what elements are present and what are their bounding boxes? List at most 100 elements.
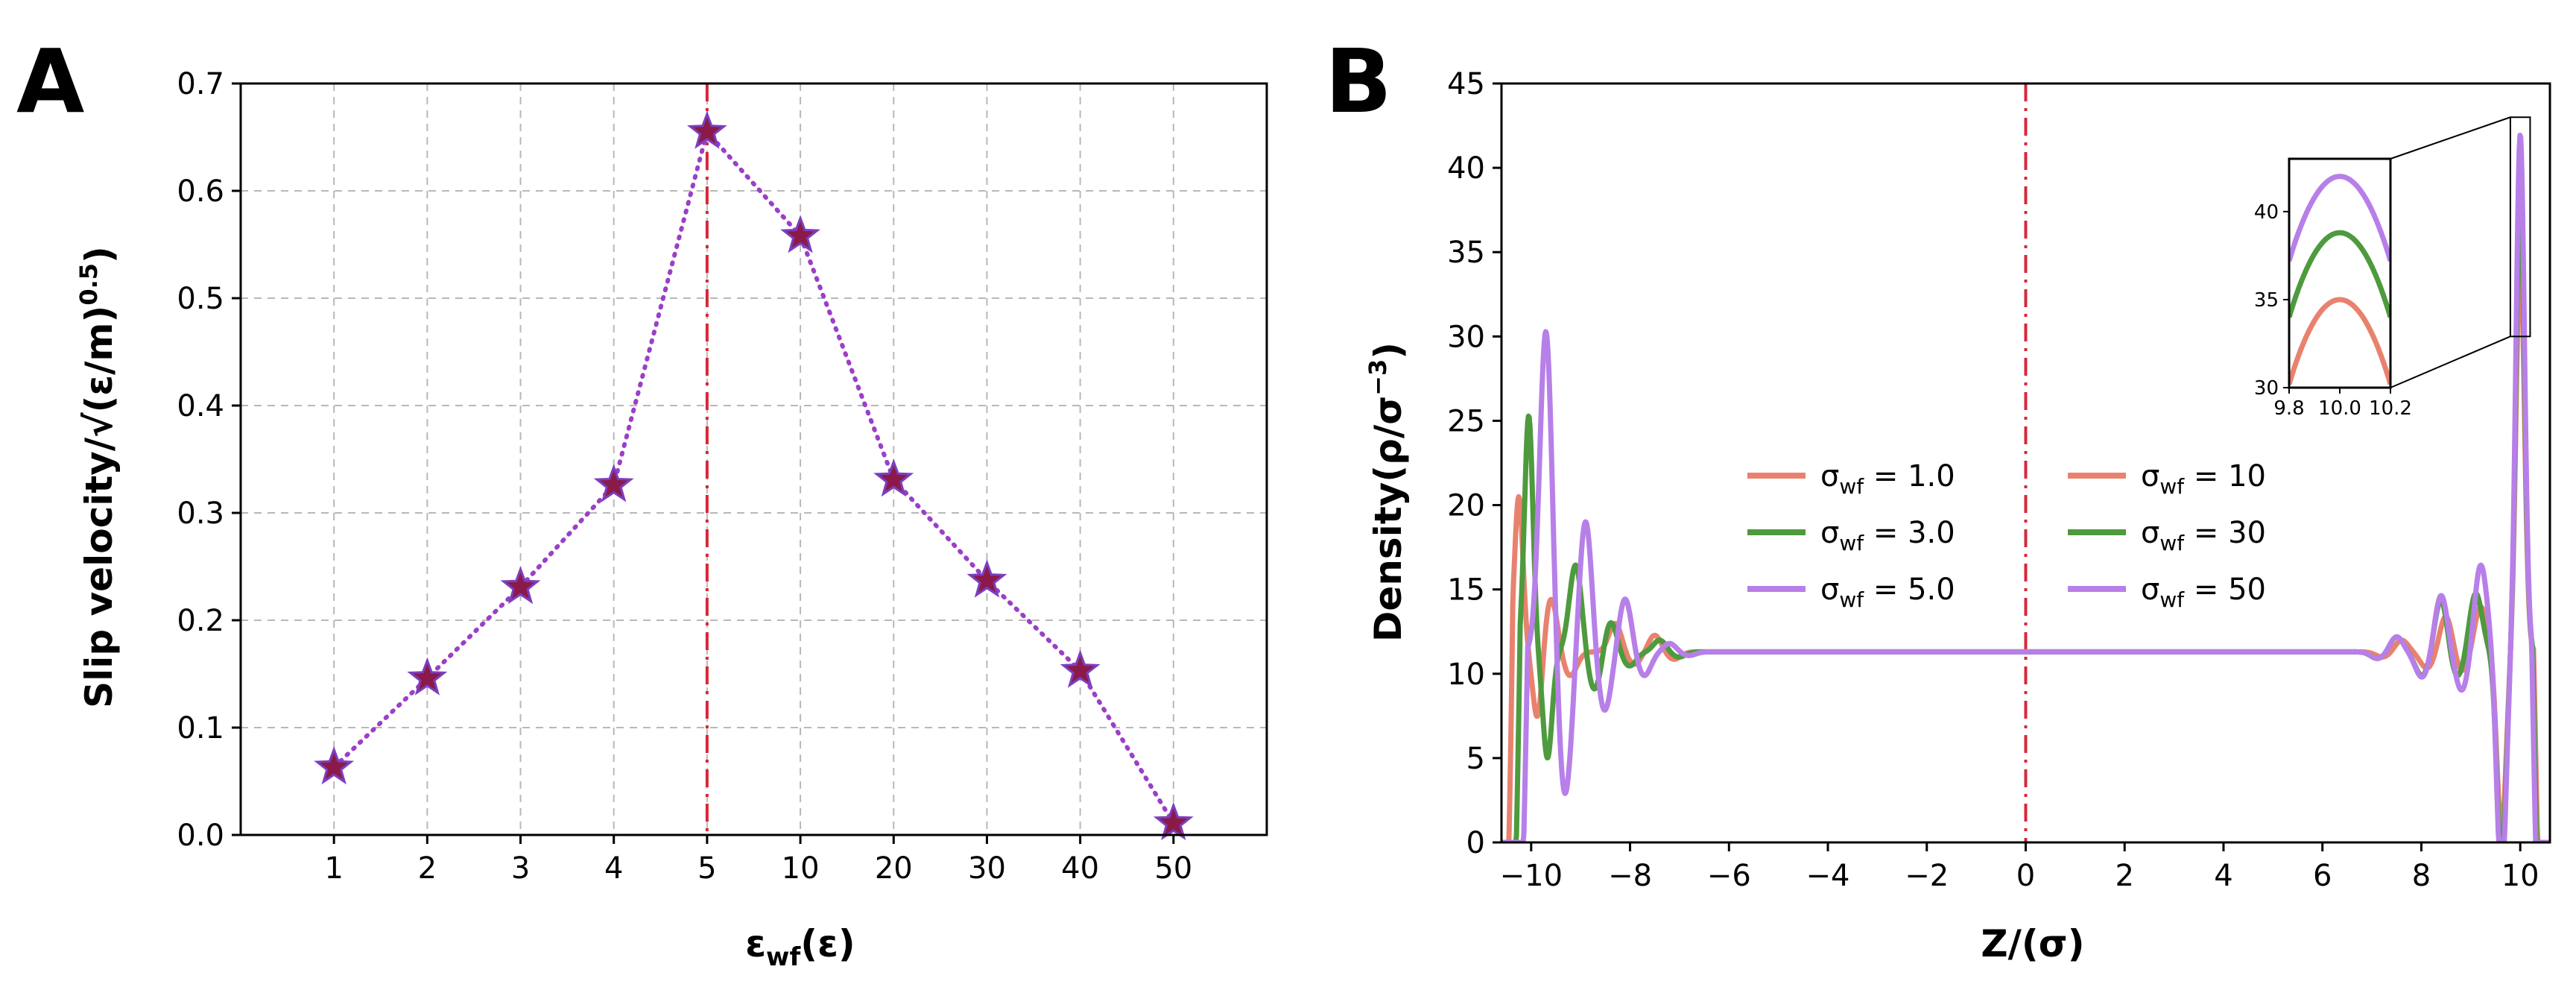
panel-a-ytick-label: 0.6 <box>177 174 224 209</box>
panel-a-xtick-label: 5 <box>697 851 716 886</box>
panel-b-ytick-label: 25 <box>1447 404 1485 438</box>
panel-a-xlabel-main: ε <box>745 922 766 965</box>
panel-a-ytick-label: 0.7 <box>177 67 224 101</box>
legend-sigma: σ <box>2141 573 2159 607</box>
panel-a-star-marker <box>1060 649 1101 688</box>
panel-a-dotted-series-line <box>332 127 1176 826</box>
panel-b-legend-label: σwf = 50 <box>2141 573 2266 612</box>
panel-a-y-ticks: 0.0 0.1 0.2 0.3 0.4 0.5 0.6 0.7 <box>177 67 241 853</box>
legend-sub: wf <box>2159 474 2185 499</box>
panel-a-star-marker <box>780 215 821 253</box>
legend-sigma: σ <box>1820 573 1839 607</box>
panel-a-ytick-label: 0.0 <box>177 819 224 853</box>
panel-letter-a: A <box>16 30 84 133</box>
panel-a-star-marker <box>966 559 1007 598</box>
panel-b-inset-ytick-label: 30 <box>2254 377 2279 400</box>
panel-b-inset: 30 35 40 9.8 10.0 10.2 <box>2254 116 2531 420</box>
legend-rest: = 50 <box>2184 573 2266 607</box>
panel-a-x-ticks: 1 2 3 4 5 10 20 30 40 50 <box>324 835 1192 886</box>
legend-sigma: σ <box>2141 516 2159 550</box>
panel-a-star-marker <box>314 745 355 785</box>
panel-a-xtick-label: 10 <box>782 851 820 886</box>
panel-a-xtick-label: 3 <box>511 851 530 886</box>
panel-b-legend-label: σwf = 1.0 <box>1820 459 1955 499</box>
panel-b-inset-series-line <box>2289 230 2390 318</box>
legend-rest: = 5.0 <box>1864 573 1955 607</box>
panel-b-inset-ytick-label: 40 <box>2254 201 2279 224</box>
panel-b-xtick-label: 4 <box>2214 859 2232 893</box>
panel-b-ylabel-close: ) <box>1367 342 1410 359</box>
panel-b-legend-label: σwf = 10 <box>2141 459 2266 499</box>
panel-a-xtick-label: 2 <box>418 851 437 886</box>
panel-a-ytick-label: 0.2 <box>177 604 224 638</box>
panel-a-star-marker <box>593 464 634 502</box>
panel-a-xtick-label: 1 <box>324 851 343 886</box>
legend-sub: wf <box>1839 474 1864 499</box>
panel-b-xtick-label: −6 <box>1707 859 1751 893</box>
panel-a-xtick-label: 50 <box>1154 851 1192 886</box>
panel-a-markers <box>314 110 1194 841</box>
legend-sub: wf <box>2159 531 2185 555</box>
panel-a-xtick-label: 20 <box>875 851 913 886</box>
panel-b-ytick-label: 5 <box>1466 742 1485 776</box>
panel-a-xtick-label: 40 <box>1061 851 1099 886</box>
panel-a-ytick-label: 0.3 <box>177 497 224 531</box>
panel-b-inset-curves <box>2289 174 2390 385</box>
panel-b-xtick-label: 2 <box>2115 859 2134 893</box>
legend-sub: wf <box>2159 587 2185 612</box>
panel-letter-b: B <box>1325 30 1392 133</box>
panel-b-xtick-label: 6 <box>2313 859 2332 893</box>
panel-b-x-axis-label: Z/(σ) <box>1981 922 2084 965</box>
panel-b-zoom-connector <box>2390 116 2511 160</box>
panel-b-xtick-label: 0 <box>2016 859 2035 893</box>
panel-b-legend-label: σwf = 5.0 <box>1820 573 1955 612</box>
panel-b-inset-xtick-label: 10.0 <box>2318 397 2361 420</box>
panel-b-y-axis-label: Density(ρ/σ−3) <box>1364 342 1410 642</box>
panel-a-ylabel-root: √ <box>77 412 121 438</box>
legend-rest: = 3.0 <box>1864 516 1955 550</box>
panel-b-ytick-label: 20 <box>1447 489 1485 523</box>
panel-a-xtick-label: 30 <box>968 851 1006 886</box>
panel-b-ytick-label: 15 <box>1447 573 1485 608</box>
panel-b-ylabel-sup: −3 <box>1364 359 1392 396</box>
panel-a-ylabel-inner: (ε/m) <box>77 306 121 413</box>
panel-b-ytick-label: 0 <box>1466 826 1485 860</box>
legend-sigma: σ <box>1820 459 1839 494</box>
panel-a-ylabel-main: Slip velocity/ <box>77 437 121 708</box>
panel-a-y-axis-label: Slip velocity/√(ε/m)0.5) <box>75 246 121 708</box>
panel-b-inset-xtick-label: 9.8 <box>2273 397 2304 420</box>
panel-b-inset-series-line <box>2289 297 2390 385</box>
panel-a-ylabel-close: ) <box>77 246 121 263</box>
panel-b-ytick-label: 30 <box>1447 320 1485 354</box>
panel-b-series <box>1501 133 2550 842</box>
panel-a-xlabel-tail: (ε) <box>800 922 855 965</box>
panel-b-xtick-label: −4 <box>1806 859 1850 893</box>
panel-b-xtick-label: 10 <box>2501 859 2539 893</box>
panel-a-xtick-label: 4 <box>604 851 623 886</box>
panel-a-ytick-label: 0.5 <box>177 282 224 316</box>
legend-sigma: σ <box>2141 459 2159 494</box>
legend-sub: wf <box>1839 531 1864 555</box>
panel-b-xtick-label: −8 <box>1608 859 1652 893</box>
legend-sub: wf <box>1839 587 1864 612</box>
panel-b-ylabel-main: Density(ρ/σ <box>1367 396 1410 642</box>
panel-a-ytick-label: 0.4 <box>177 389 224 423</box>
panel-a-star-marker <box>1153 801 1194 841</box>
panel-b-xtick-label: −2 <box>1905 859 1949 893</box>
panel-b-ytick-label: 40 <box>1447 151 1485 186</box>
panel-b-x-ticks: −10 −8 −6 −4 −2 0 2 4 6 8 10 <box>1500 842 2539 893</box>
panel-a-x-axis-label: εwf(ε) <box>745 922 855 972</box>
panel-b-ytick-label: 10 <box>1447 658 1485 692</box>
panel-a-axes-frame <box>239 82 1268 836</box>
panel-b-y-ticks: 0 5 10 15 20 25 30 35 40 45 <box>1447 67 1501 860</box>
panel-a-xlabel-sub: wf <box>766 942 801 972</box>
legend-rest: = 10 <box>2184 459 2266 494</box>
panel-a-ytick-label: 0.1 <box>177 711 224 745</box>
panel-a-ylabel-sup: 0.5 <box>75 263 103 306</box>
panel-b-xtick-label: −10 <box>1500 859 1563 893</box>
panel-a-star-marker <box>500 566 541 605</box>
legend-sigma: σ <box>1820 516 1839 550</box>
